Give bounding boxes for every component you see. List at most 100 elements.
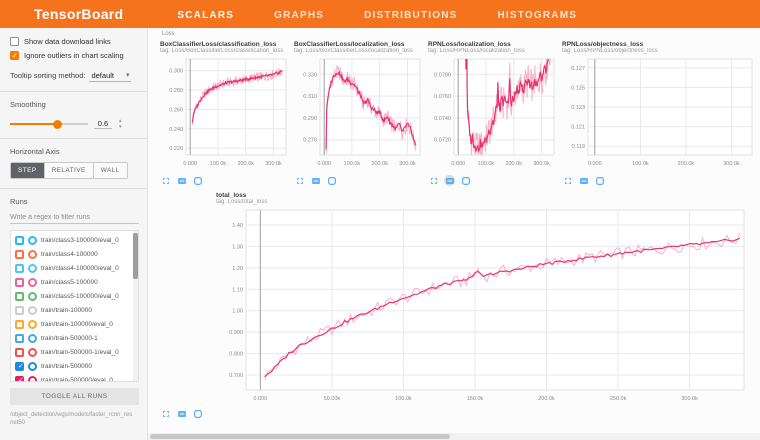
run-row[interactable]: train/train-500000: [11, 359, 138, 373]
runs-label: Runs: [10, 197, 28, 206]
run-color-circle[interactable]: [28, 319, 37, 329]
ignore-outliers-checkbox[interactable]: [10, 51, 19, 60]
tab-scalars[interactable]: SCALARS: [177, 9, 235, 21]
pin-icon[interactable]: [192, 175, 203, 186]
run-checkbox[interactable]: [15, 277, 24, 287]
run-color-circle[interactable]: [28, 347, 37, 357]
run-checkbox[interactable]: [15, 235, 24, 245]
run-row[interactable]: train/class4-100000/eval_0: [11, 261, 138, 275]
run-checkbox[interactable]: [15, 361, 24, 371]
run-color-circle[interactable]: [28, 375, 37, 381]
run-color-circle[interactable]: [28, 249, 37, 259]
pin-icon[interactable]: [594, 175, 605, 186]
run-checkbox[interactable]: [15, 319, 24, 329]
data-table-icon[interactable]: [578, 175, 589, 186]
run-row[interactable]: train/class5-100000: [11, 275, 138, 289]
chart-title: BoxClassifierLoss/classification_loss: [160, 41, 277, 48]
axis-relative-button[interactable]: RELATIVE: [44, 163, 94, 178]
run-name-label: train/class4-100000/eval_0: [41, 264, 119, 272]
tab-distributions[interactable]: DISTRIBUTIONS: [364, 9, 458, 21]
run-row[interactable]: train/train-500000-1: [11, 331, 138, 345]
chart-plot[interactable]: 0.330 0.310 0.290 0.270 0.000 100.0k 200.0k 300…: [294, 55, 426, 172]
chart-title: total_loss: [216, 192, 247, 199]
run-name-label: train/train-500000/eval_0: [41, 376, 113, 382]
pin-icon[interactable]: [192, 408, 203, 419]
smoothing-slider-fill: [10, 123, 57, 125]
run-checkbox[interactable]: [15, 249, 24, 259]
data-table-icon[interactable]: [444, 175, 455, 186]
data-table-icon[interactable]: [310, 175, 321, 186]
horizontal-scrollbar-thumb[interactable]: [150, 434, 450, 439]
run-color-circle[interactable]: [28, 291, 37, 301]
tooltip-sort-select[interactable]: default ▾: [89, 70, 132, 82]
show-download-links-row[interactable]: Show data download links: [10, 37, 139, 46]
stepper-up-icon[interactable]: ▲: [118, 118, 123, 123]
fullscreen-icon[interactable]: [562, 175, 573, 186]
chart-plot[interactable]: 0.300 0.280 0.260 0.240 0.220 0.000 100.0k 200.…: [160, 55, 292, 172]
run-row[interactable]: train/class5-100000/eval_0: [11, 289, 138, 303]
run-checkbox[interactable]: [15, 305, 24, 315]
stepper-down-icon[interactable]: ▼: [118, 123, 123, 129]
chart-tag: tag: Loss/BoxClassifierLoss/classificati…: [160, 48, 284, 54]
chart-plot[interactable]: 0.0780 0.0760 0.0740 0.0720 0.000 100.0k 200.0…: [428, 55, 560, 172]
chart-tag: tag: Loss/BoxClassifierLoss/localization…: [294, 48, 414, 54]
run-row[interactable]: train/train-500000/eval_0: [11, 373, 138, 382]
run-row[interactable]: train/train-500000-1/eval_0: [11, 345, 138, 359]
fullscreen-icon[interactable]: [294, 175, 305, 186]
svg-text:0.121: 0.121: [571, 125, 585, 131]
axis-step-button[interactable]: STEP: [11, 163, 45, 178]
tab-graphs[interactable]: GRAPHS: [274, 9, 325, 21]
run-checkbox[interactable]: [15, 333, 24, 343]
horizontal-scrollbar[interactable]: [148, 433, 760, 440]
total-loss-toolbar: [160, 407, 760, 420]
ignore-outliers-row[interactable]: Ignore outliers in chart scaling: [10, 51, 139, 60]
pin-icon[interactable]: [460, 175, 471, 186]
run-color-circle[interactable]: [28, 333, 37, 343]
tab-histograms[interactable]: HISTOGRAMS: [497, 9, 578, 21]
run-checkbox[interactable]: [15, 263, 24, 273]
smoothing-value[interactable]: 0.6: [94, 119, 112, 129]
smoothing-stepper[interactable]: ▲ ▼: [118, 118, 123, 129]
run-row[interactable]: train/class3-100000/eval_0: [11, 233, 138, 247]
svg-text:0.119: 0.119: [572, 144, 585, 150]
pin-icon[interactable]: [326, 175, 337, 186]
runs-filter-input[interactable]: [10, 212, 139, 224]
run-checkbox[interactable]: [15, 291, 24, 301]
run-name-label: train/train-100000: [41, 306, 92, 314]
run-name-label: train/class5-100000: [41, 278, 98, 286]
horizontal-axis-toggle: STEP RELATIVE WALL: [10, 162, 128, 179]
data-table-icon[interactable]: [176, 175, 187, 186]
fullscreen-icon[interactable]: [160, 175, 171, 186]
data-table-icon[interactable]: [176, 408, 187, 419]
run-checkbox[interactable]: [15, 375, 24, 381]
nav-tabs: SCALARS GRAPHS DISTRIBUTIONS HISTOGRAMS: [175, 2, 579, 27]
smoothing-slider-knob[interactable]: [52, 119, 62, 129]
run-checkbox[interactable]: [15, 347, 24, 357]
toggle-all-runs-button[interactable]: TOGGLE ALL RUNS: [10, 388, 139, 405]
run-color-circle[interactable]: [28, 361, 37, 371]
run-color-circle[interactable]: [28, 263, 37, 273]
divider: [0, 188, 147, 189]
run-row[interactable]: train/class4-100000: [11, 247, 138, 261]
runs-list-scrollbar-thumb[interactable]: [133, 233, 138, 279]
fullscreen-icon[interactable]: [160, 408, 171, 419]
fullscreen-icon[interactable]: [428, 175, 439, 186]
category-header[interactable]: Loss: [162, 31, 175, 37]
svg-text:300.0k: 300.0k: [681, 396, 698, 402]
chart-plot[interactable]: 0.127 0.125 0.123 0.121 0.119 0.000 100.0k 200.…: [562, 55, 760, 172]
scalars-dashboard: Loss BoxClassifierLoss/classification_lo…: [148, 28, 760, 440]
axis-wall-button[interactable]: WALL: [93, 163, 127, 178]
chart-plot[interactable]: 1.40 1.30 1.20 1.10 1.00 0.900 0.800 0.700 0.000…: [216, 206, 760, 407]
run-row[interactable]: train/train-100000: [11, 303, 138, 317]
smoothing-slider[interactable]: [10, 119, 88, 129]
run-color-circle[interactable]: [28, 277, 37, 287]
chart-card-box-localization-loss: BoxClassifierLoss/localization_loss tag:…: [294, 41, 426, 187]
run-color-circle[interactable]: [28, 305, 37, 315]
svg-text:0.270: 0.270: [303, 138, 317, 144]
run-color-circle[interactable]: [28, 235, 37, 245]
show-download-links-checkbox[interactable]: [10, 37, 19, 46]
svg-text:0.000: 0.000: [588, 161, 602, 167]
runs-list-scrollbar[interactable]: [133, 231, 138, 381]
run-row[interactable]: train/train-100000/eval_0: [11, 317, 138, 331]
svg-text:0.0760: 0.0760: [434, 94, 451, 100]
